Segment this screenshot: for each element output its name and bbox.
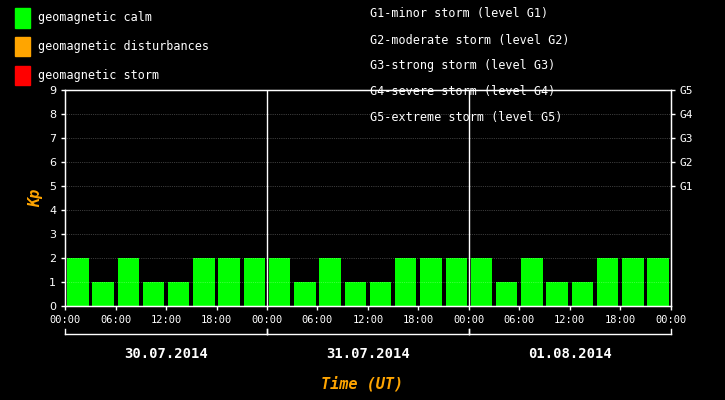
Bar [471, 258, 492, 306]
Text: G5-extreme storm (level G5): G5-extreme storm (level G5) [370, 112, 562, 124]
Bar [244, 258, 265, 306]
Text: geomagnetic disturbances: geomagnetic disturbances [38, 40, 209, 53]
Bar [344, 282, 366, 306]
Bar [168, 282, 189, 306]
Bar [92, 282, 114, 306]
Text: 31.07.2014: 31.07.2014 [326, 347, 410, 361]
Bar [269, 258, 291, 306]
Bar [320, 258, 341, 306]
Text: geomagnetic storm: geomagnetic storm [38, 69, 159, 82]
Bar [117, 258, 139, 306]
Bar [571, 282, 593, 306]
Bar [370, 282, 392, 306]
Y-axis label: Kp: Kp [28, 189, 44, 207]
Bar [143, 282, 165, 306]
Bar [647, 258, 668, 306]
Text: G1-minor storm (level G1): G1-minor storm (level G1) [370, 8, 548, 20]
Text: geomagnetic calm: geomagnetic calm [38, 12, 152, 24]
Text: G3-strong storm (level G3): G3-strong storm (level G3) [370, 60, 555, 72]
Bar [496, 282, 518, 306]
Text: G2-moderate storm (level G2): G2-moderate storm (level G2) [370, 34, 569, 46]
Text: Time (UT): Time (UT) [321, 376, 404, 392]
Bar [194, 258, 215, 306]
Bar [67, 258, 88, 306]
Bar [294, 282, 315, 306]
Text: 01.08.2014: 01.08.2014 [528, 347, 612, 361]
Bar [395, 258, 416, 306]
Text: 30.07.2014: 30.07.2014 [124, 347, 208, 361]
Bar [445, 258, 467, 306]
Bar [218, 258, 240, 306]
Bar [622, 258, 644, 306]
Bar [521, 258, 542, 306]
Bar [547, 282, 568, 306]
Text: G4-severe storm (level G4): G4-severe storm (level G4) [370, 86, 555, 98]
Bar [420, 258, 442, 306]
Bar [597, 258, 618, 306]
